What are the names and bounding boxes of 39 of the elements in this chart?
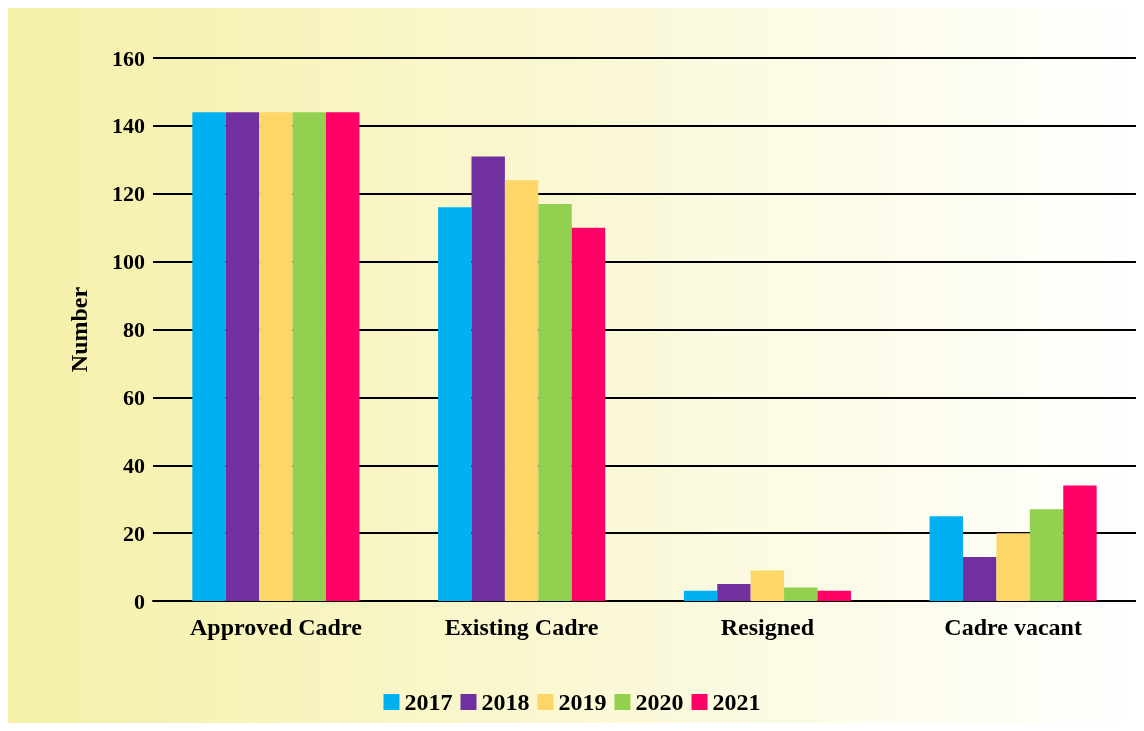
- bar: [225, 112, 260, 601]
- x-tick-label: Existing Cadre: [444, 614, 599, 640]
- y-axis-title: Number: [66, 286, 92, 373]
- legend-label: 2020: [635, 689, 684, 715]
- bar: [504, 180, 539, 601]
- legend-label: 2017: [404, 689, 453, 715]
- bar: [996, 533, 1030, 601]
- y-tick-label: 20: [123, 520, 145, 546]
- y-tick-label: 0: [134, 588, 145, 614]
- bar: [259, 112, 293, 601]
- legend-label: 2018: [481, 689, 530, 715]
- bar: [438, 207, 472, 601]
- bar: [962, 556, 997, 601]
- bar: [192, 112, 226, 601]
- bar: [326, 112, 360, 601]
- x-tick-label: Cadre vacant: [944, 614, 1082, 640]
- bar: [929, 516, 963, 601]
- y-tick-label: 160: [112, 45, 145, 71]
- y-tick-label: 40: [123, 452, 145, 478]
- bar: [1029, 509, 1064, 601]
- legend-label: 2019: [558, 689, 607, 715]
- bar: [538, 203, 572, 601]
- bar: [750, 570, 785, 601]
- bar: [817, 590, 851, 601]
- bar: [784, 587, 818, 601]
- legend-label: 2021: [712, 689, 761, 715]
- bar: [471, 156, 505, 601]
- y-tick-label: 100: [112, 249, 145, 275]
- y-tick-label: 120: [112, 181, 145, 207]
- bar: [571, 227, 606, 601]
- bar: [683, 590, 718, 601]
- bar: [1063, 485, 1097, 601]
- x-tick-label: Resigned: [720, 614, 815, 640]
- x-tick-label: Approved Cadre: [189, 614, 363, 640]
- bar: [717, 584, 751, 601]
- y-tick-label: 60: [123, 384, 145, 410]
- bar: [292, 112, 327, 601]
- y-tick-label: 140: [112, 113, 145, 139]
- y-tick-label: 80: [123, 317, 145, 342]
